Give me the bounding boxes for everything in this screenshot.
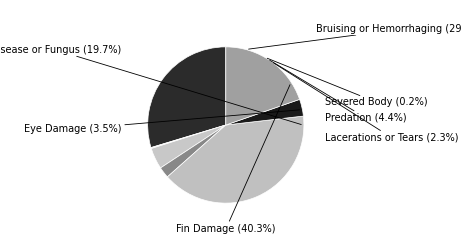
Text: Eye Damage (3.5%): Eye Damage (3.5%) <box>24 110 300 134</box>
Wedge shape <box>148 47 226 148</box>
Wedge shape <box>151 125 226 168</box>
Text: Lacerations or Tears (2.3%): Lacerations or Tears (2.3%) <box>274 63 458 142</box>
Text: Disease or Fungus (19.7%): Disease or Fungus (19.7%) <box>0 45 301 124</box>
Wedge shape <box>226 47 299 125</box>
Text: Fin Damage (40.3%): Fin Damage (40.3%) <box>176 85 290 234</box>
Wedge shape <box>226 99 304 125</box>
Text: Bruising or Hemorrhaging (29.7%): Bruising or Hemorrhaging (29.7%) <box>249 24 462 49</box>
Text: Severed Body (0.2%): Severed Body (0.2%) <box>267 58 427 107</box>
Wedge shape <box>160 125 226 177</box>
Wedge shape <box>167 116 304 203</box>
Wedge shape <box>151 125 226 148</box>
Text: Predation (4.4%): Predation (4.4%) <box>270 60 407 123</box>
